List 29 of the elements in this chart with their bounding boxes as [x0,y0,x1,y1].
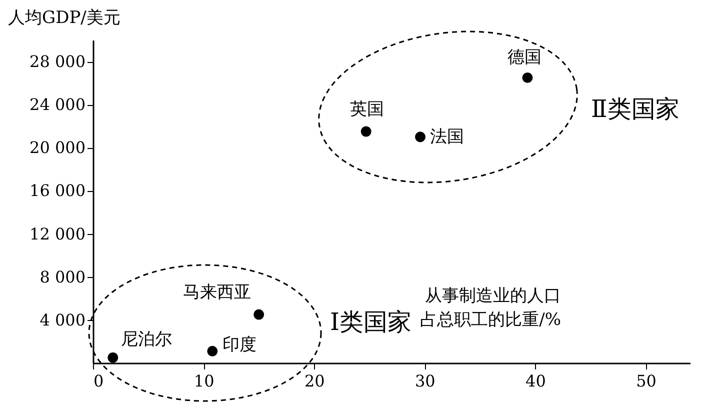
x-tick-label: 10 [194,372,214,390]
y-tick-label: 20 000 [30,138,86,158]
x-tick-label: 50 [636,372,656,390]
x-axis-title: 从事制造业的人口占总职工的比重/% [420,286,561,330]
point [207,346,218,356]
point [522,72,533,83]
series-label: 法国 [430,126,464,147]
x-tick-label: 40 [526,372,546,390]
y-tick-label: 8 000 [40,267,86,286]
point [415,132,426,142]
y-tick-label: 4 000 [40,310,86,330]
annotation: Ⅰ类国家 [330,308,412,336]
y-axis-title: 人均GDP/美元 [8,8,120,28]
series-label: 印度 [222,335,256,356]
series-label: 德国 [507,48,542,68]
x-tick-label: 0 [94,372,104,390]
series-label: 尼泊尔 [120,330,172,350]
y-tick-label: 24 000 [30,95,86,114]
x-tick-label: 30 [414,372,436,390]
y-tick-label: 28 000 [30,52,86,72]
point [108,352,118,363]
y-tick-label: 16 000 [30,181,86,200]
x-tick-label: 20 [304,372,325,390]
point [360,126,372,137]
point [254,309,264,320]
series-label: 英国 [350,100,384,120]
annotation: Ⅱ类国家 [591,95,680,123]
series-label: 马来西亚 [182,282,251,303]
y-tick-label: 12 000 [30,224,86,244]
